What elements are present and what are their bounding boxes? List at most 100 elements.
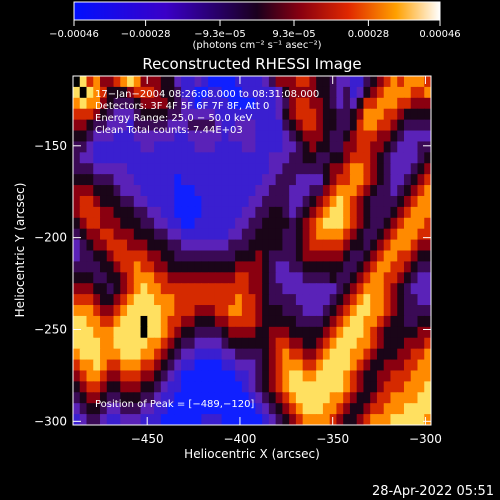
heatmap-cell — [73, 403, 81, 415]
heatmap-cell — [363, 174, 371, 186]
heatmap-cell — [241, 195, 250, 208]
heatmap-cell — [106, 195, 115, 208]
heatmap-cell — [214, 359, 223, 372]
heatmap-cell — [262, 326, 270, 339]
heatmap-cell — [424, 174, 431, 186]
heatmap-cell — [403, 97, 412, 110]
heatmap-cell — [93, 152, 101, 164]
heatmap-cell — [255, 185, 263, 197]
heatmap-cell — [397, 305, 405, 317]
heatmap-cell — [370, 163, 378, 175]
heatmap-cell — [241, 348, 250, 361]
heatmap-cell — [79, 294, 88, 306]
heatmap-cell — [376, 315, 385, 328]
heatmap-cell — [410, 206, 419, 219]
heatmap-cell — [322, 381, 331, 393]
heatmap-cell — [154, 305, 162, 317]
heatmap-cell — [167, 174, 175, 186]
heatmap-cell — [390, 97, 398, 110]
heatmap-cell — [79, 152, 88, 164]
heatmap-cell — [336, 294, 344, 306]
heatmap-cell — [201, 86, 209, 99]
heatmap-cell — [147, 108, 155, 121]
heatmap-cell — [282, 119, 290, 132]
heatmap-cell — [268, 294, 277, 306]
x-tick-label: −450 — [131, 432, 164, 446]
heatmap-cell — [160, 76, 169, 88]
heatmap-cell — [127, 272, 135, 284]
heatmap-cell — [336, 119, 344, 132]
heatmap-cell — [167, 195, 175, 208]
heatmap-cell — [208, 239, 216, 252]
heatmap-cell — [201, 381, 209, 393]
heatmap-cell — [370, 217, 378, 230]
heatmap-cell — [228, 315, 236, 328]
heatmap-cell — [302, 206, 311, 219]
heatmap-cell — [154, 370, 162, 382]
heatmap-cell — [275, 359, 283, 372]
heatmap-cell — [73, 86, 81, 99]
heatmap-cell — [100, 130, 108, 143]
heatmap-cell — [302, 403, 311, 415]
x-tick-label: −300 — [409, 432, 442, 446]
heatmap-cell — [255, 337, 263, 350]
heatmap-cell — [262, 86, 270, 99]
heatmap-cell — [363, 228, 371, 241]
heatmap-cell — [154, 348, 162, 361]
heatmap-cell — [322, 359, 331, 372]
heatmap-cell — [93, 206, 101, 219]
heatmap-cell — [309, 315, 317, 328]
heatmap-cell — [282, 370, 290, 382]
heatmap-cell — [201, 76, 209, 88]
heatmap-cell — [86, 108, 94, 121]
heatmap-cell — [174, 108, 182, 121]
heatmap-cell — [268, 315, 277, 328]
heatmap-cell — [248, 217, 256, 230]
heatmap-cell — [424, 119, 431, 132]
heatmap-cell — [302, 163, 311, 175]
heatmap-cell — [349, 228, 358, 241]
heatmap-cell — [174, 228, 182, 241]
heatmap-cell — [194, 130, 202, 143]
heatmap-cell — [140, 305, 148, 317]
heatmap-cell — [167, 239, 175, 252]
heatmap-cell — [201, 337, 209, 350]
heatmap-cell — [235, 283, 243, 295]
heatmap-cell — [187, 326, 196, 339]
heatmap-cell — [316, 185, 324, 197]
heatmap-cell — [93, 370, 101, 382]
heatmap-cell — [275, 86, 283, 99]
heatmap-cell — [336, 337, 344, 350]
heatmap-cell — [120, 185, 128, 197]
heatmap-cell — [79, 414, 88, 425]
heatmap-cell — [127, 239, 135, 252]
heatmap-cell — [73, 381, 81, 393]
heatmap-cell — [343, 414, 351, 425]
heatmap-cell — [248, 414, 256, 425]
heatmap-cell — [201, 359, 209, 372]
heatmap-cell — [255, 174, 263, 186]
heatmap-cell — [403, 272, 412, 284]
heatmap-cell — [147, 206, 155, 219]
heatmap-cell — [174, 403, 182, 415]
heatmap-cell — [201, 195, 209, 208]
heatmap-cell — [376, 261, 385, 273]
heatmap-cell — [248, 141, 256, 153]
heatmap-cell — [181, 174, 189, 186]
heatmap-cell — [214, 119, 223, 132]
heatmap-cell — [221, 119, 229, 132]
heatmap-cell — [383, 403, 392, 415]
heatmap-cell — [343, 337, 351, 350]
heatmap-cell — [316, 163, 324, 175]
heatmap-cell — [160, 272, 169, 284]
heatmap-cell — [424, 294, 431, 306]
heatmap-cell — [424, 108, 431, 121]
heatmap-cell — [86, 228, 94, 241]
heatmap-cell — [262, 403, 270, 415]
heatmap-cell — [147, 294, 155, 306]
heatmap-cell — [228, 119, 236, 132]
heatmap-cell — [194, 283, 202, 295]
heatmap-cell — [235, 119, 243, 132]
heatmap-cell — [214, 370, 223, 382]
heatmap-cell — [221, 359, 229, 372]
